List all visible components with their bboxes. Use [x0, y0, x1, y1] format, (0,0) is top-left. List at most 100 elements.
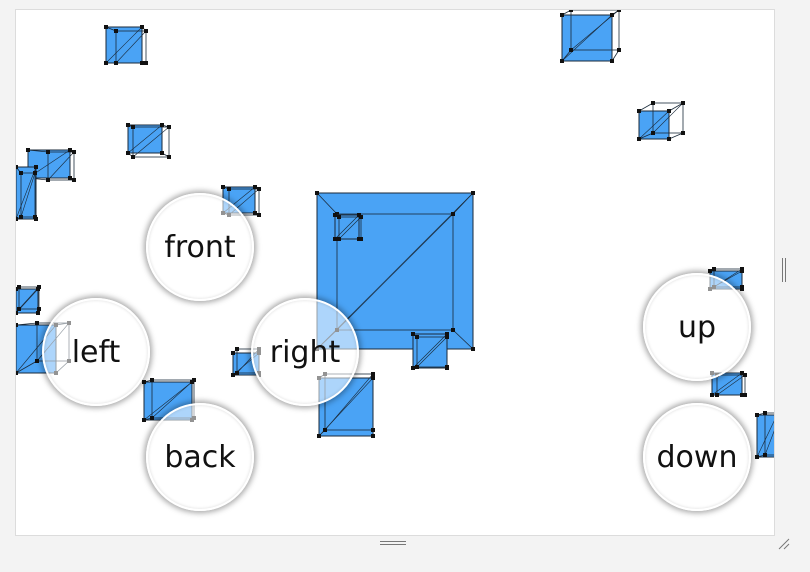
cube-vertex	[26, 148, 30, 152]
cube-inner-face	[132, 126, 170, 158]
cube-vertex	[371, 372, 375, 376]
3d-viewport[interactable]: front left right back up down	[15, 9, 775, 536]
cube-vertex	[637, 109, 641, 113]
cube-vertex	[755, 455, 759, 459]
cube-edge	[452, 329, 474, 350]
cube-vertex	[371, 428, 375, 432]
left-button[interactable]: left	[42, 298, 150, 406]
cube-vertex	[371, 434, 375, 438]
back-button-label: back	[164, 439, 236, 475]
cube-vertex	[142, 418, 146, 422]
cube-vertex	[144, 61, 148, 65]
cube-vertex	[681, 101, 685, 105]
cube-vertex	[323, 428, 327, 432]
cube-vertex	[126, 151, 130, 155]
cube-diagonal	[416, 336, 448, 368]
cube-vertex	[114, 29, 118, 33]
cube-diagonal	[47, 151, 75, 181]
cube-vertex	[740, 267, 744, 271]
cube-vertex	[227, 187, 231, 191]
cube-vertex	[610, 13, 614, 17]
cube-vertex	[36, 311, 40, 315]
cube-inner-face	[338, 216, 362, 240]
cube-vertex	[16, 323, 18, 327]
cube-vertex	[451, 212, 455, 216]
cube-vertex	[160, 151, 164, 155]
cube-diagonal	[105, 26, 143, 64]
cube-vertex	[651, 101, 655, 105]
right-button[interactable]: right	[251, 298, 359, 406]
cube-vertex	[712, 267, 716, 271]
cube-diagonal	[756, 420, 774, 458]
cube-diagonal	[638, 110, 670, 140]
cube-inner-face	[416, 336, 448, 368]
cube-vertex	[46, 178, 50, 182]
up-button[interactable]: up	[643, 273, 751, 381]
cube-vertex	[35, 321, 39, 325]
cube-vertex	[150, 416, 154, 420]
cube-vertex	[359, 237, 363, 241]
cube-vertex	[37, 285, 41, 289]
cube-vertex	[743, 393, 747, 397]
corner-resize-icon[interactable]	[776, 536, 790, 550]
cube-diagonal	[764, 430, 774, 456]
cube-vertex	[150, 378, 154, 382]
cube-edge	[27, 149, 49, 153]
cube-vertex	[317, 434, 321, 438]
cube-vertex	[167, 155, 171, 159]
cube-face	[756, 414, 774, 458]
cube-diagonal	[716, 374, 746, 396]
cube-vertex	[17, 285, 21, 289]
cube-vertex	[231, 373, 235, 377]
cube-vertex	[471, 347, 475, 351]
left-button-label: left	[71, 334, 121, 370]
cube-diagonal	[127, 124, 163, 154]
cube-vertex	[37, 307, 41, 311]
cube-inner-face	[652, 102, 684, 134]
horizontal-resize-handle[interactable]	[380, 541, 408, 547]
cube-inner-face	[570, 10, 620, 51]
cube-vertex	[142, 380, 146, 384]
cube-inner-face	[764, 412, 774, 456]
cube-inner-face	[336, 213, 454, 331]
cube-diagonal	[143, 381, 193, 421]
cube-vertex	[755, 413, 759, 417]
cube-vertex	[19, 215, 23, 219]
cube-vertex	[114, 61, 118, 65]
cube-diagonal	[711, 372, 743, 396]
cube-vertex	[763, 453, 767, 457]
cube-vertex	[445, 335, 449, 339]
cube-vertex	[617, 10, 621, 12]
cube-inner-face	[18, 286, 40, 310]
cube-vertex	[569, 10, 573, 12]
cube-vertex	[415, 365, 419, 369]
cube-vertex	[72, 150, 76, 154]
cube-vertex	[708, 269, 712, 273]
cube-vertex	[104, 25, 108, 29]
cube-vertex	[569, 48, 573, 52]
cube-vertex	[235, 347, 239, 351]
cube-vertex	[743, 373, 747, 377]
cube-vertex	[333, 213, 337, 217]
cube-edge	[638, 132, 654, 140]
cube-vertex	[710, 393, 714, 397]
cube-vertex	[17, 307, 21, 311]
cube-vertex	[46, 150, 50, 154]
cube-vertex	[411, 366, 415, 370]
vertical-resize-handle[interactable]	[781, 258, 787, 284]
back-button[interactable]: back	[146, 403, 254, 511]
cube-vertex	[257, 213, 261, 217]
cube-vertex	[637, 137, 641, 141]
cube-edge	[316, 192, 338, 215]
cube-vertex	[337, 237, 341, 241]
cube-vertex	[167, 125, 171, 129]
cube-vertex	[715, 393, 719, 397]
cube-inner-face	[20, 172, 36, 218]
cube-vertex	[667, 109, 671, 113]
cube-vertex	[560, 59, 564, 63]
cube-vertex	[131, 125, 135, 129]
front-button[interactable]: front	[146, 193, 254, 301]
cube-vertex	[315, 191, 319, 195]
down-button[interactable]: down	[643, 403, 751, 511]
cube-diagonal	[20, 172, 36, 218]
